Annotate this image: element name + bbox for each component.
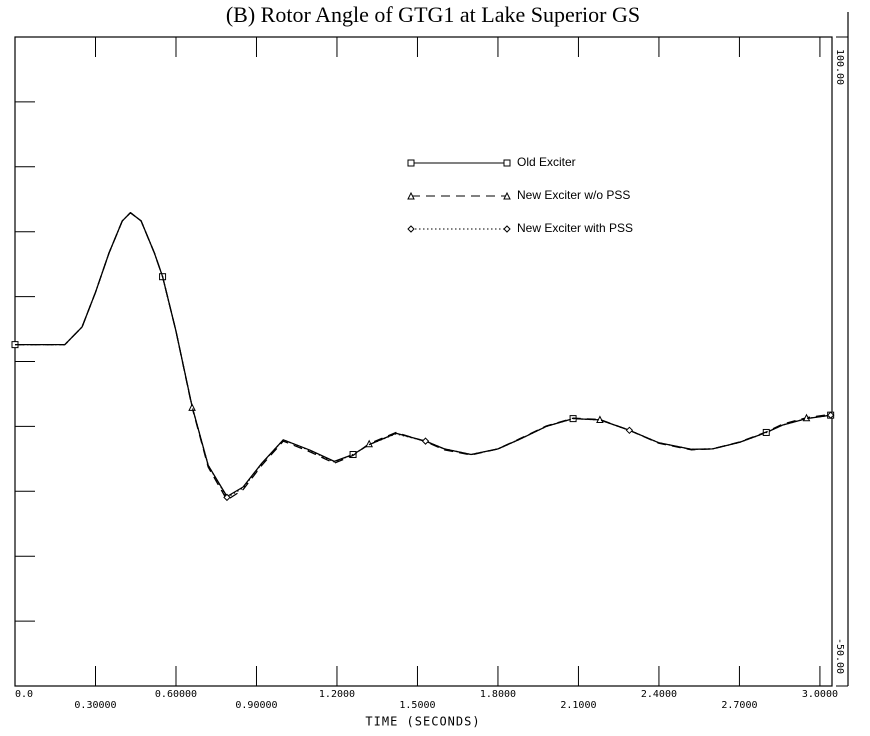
series-marker (826, 411, 835, 419)
legend-marker (407, 159, 415, 167)
legend-label: Old Exciter (517, 155, 576, 169)
x-axis-label: TIME (SECONDS) (365, 715, 480, 729)
x-tick-label: 0.60000 (155, 689, 197, 700)
x-tick-label: 1.2000 (319, 689, 355, 700)
x-tick-label: 0.0 (15, 689, 33, 700)
series-line (15, 212, 831, 501)
y2-tick-label: 100.00 (834, 49, 845, 85)
series-marker (421, 437, 430, 445)
x-tick-label: 2.1000 (560, 700, 596, 711)
legend-label: New Exciter w/o PSS (517, 188, 630, 202)
series-marker (365, 439, 373, 448)
series-marker (625, 426, 634, 435)
legend-marker (503, 159, 511, 167)
y2-tick-label: -50.00 (834, 638, 845, 674)
series-line (15, 212, 831, 498)
series-marker (223, 493, 231, 502)
plot-frame (14, 36, 833, 687)
series-line (15, 212, 831, 499)
x-tick-label: 1.8000 (480, 689, 516, 700)
x-tick-label: 1.5000 (399, 700, 435, 711)
x-tick-label: 2.4000 (641, 689, 677, 700)
legend-marker (407, 225, 415, 233)
legend-marker (503, 225, 511, 233)
legend-marker (407, 191, 415, 200)
x-tick-label: 0.90000 (235, 700, 277, 711)
series-marker (188, 403, 196, 411)
legend-marker (503, 191, 511, 200)
x-tick-label: 0.30000 (74, 700, 116, 711)
legend-label: New Exciter with PSS (517, 221, 633, 235)
x-tick-label: 2.7000 (721, 700, 757, 711)
chart-title: (B) Rotor Angle of GTG1 at Lake Superior… (226, 2, 640, 27)
x-tick-label: 3.0000 (802, 689, 838, 700)
